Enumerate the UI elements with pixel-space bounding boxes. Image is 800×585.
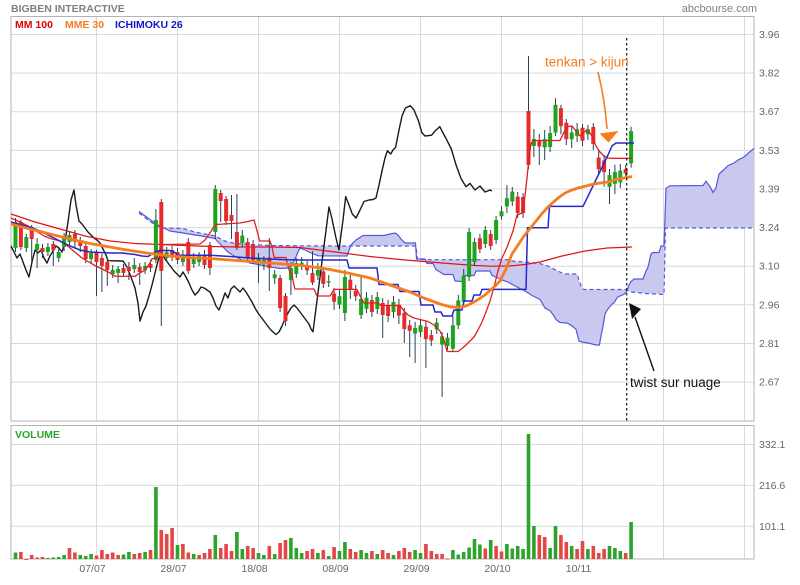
svg-text:MME 30: MME 30 — [65, 19, 104, 31]
svg-text:332.1: 332.1 — [759, 439, 785, 451]
svg-text:3.39: 3.39 — [759, 184, 780, 196]
svg-text:MM 100: MM 100 — [15, 19, 53, 31]
svg-text:abcbourse.com: abcbourse.com — [682, 3, 757, 15]
svg-text:101.1: 101.1 — [759, 521, 785, 533]
svg-text:3.82: 3.82 — [759, 68, 780, 80]
svg-text:VOLUME: VOLUME — [15, 429, 60, 441]
svg-text:2.96: 2.96 — [759, 299, 780, 311]
svg-text:07/07: 07/07 — [79, 563, 105, 575]
svg-text:2.81: 2.81 — [759, 338, 780, 350]
svg-text:216.6: 216.6 — [759, 480, 785, 492]
svg-text:2.67: 2.67 — [759, 377, 780, 389]
svg-text:BIGBEN INTERACTIVE: BIGBEN INTERACTIVE — [11, 3, 125, 15]
svg-text:28/07: 28/07 — [160, 563, 186, 575]
svg-text:10/11: 10/11 — [566, 563, 592, 575]
svg-text:3.24: 3.24 — [759, 222, 780, 234]
svg-text:3.10: 3.10 — [759, 261, 780, 273]
svg-text:tenkan > kijun: tenkan > kijun — [545, 55, 629, 70]
svg-text:3.96: 3.96 — [759, 29, 780, 41]
svg-text:3.53: 3.53 — [759, 145, 780, 157]
svg-text:ICHIMOKU 26: ICHIMOKU 26 — [115, 19, 183, 31]
svg-text:18/08: 18/08 — [241, 563, 267, 575]
svg-text:3.67: 3.67 — [759, 106, 780, 118]
svg-text:twist sur nuage: twist sur nuage — [630, 375, 721, 390]
svg-text:29/09: 29/09 — [403, 563, 429, 575]
svg-text:08/09: 08/09 — [322, 563, 348, 575]
svg-text:20/10: 20/10 — [484, 563, 510, 575]
